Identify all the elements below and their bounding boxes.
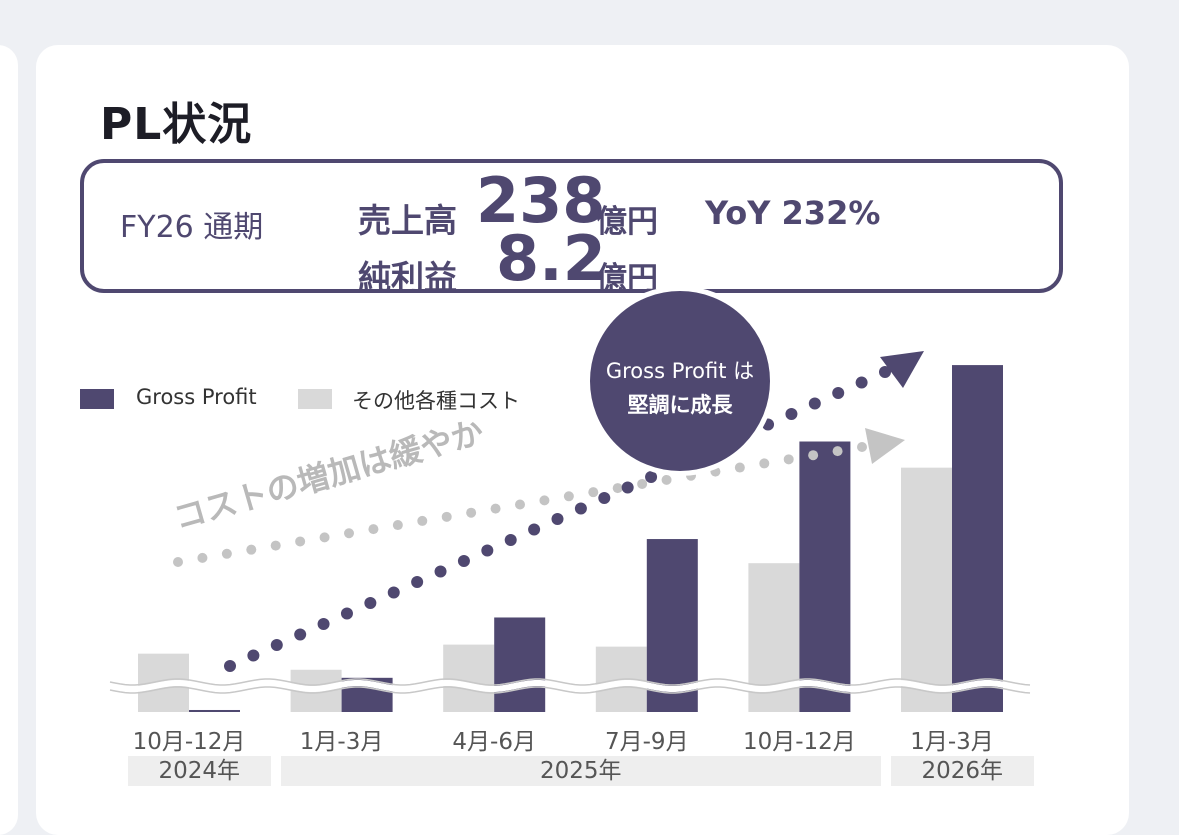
gross-profit-trend-dot xyxy=(411,576,424,588)
gross-profit-trend-dot xyxy=(364,597,377,609)
bar-other-costs xyxy=(901,467,952,712)
gross-profit-trend-dot xyxy=(224,660,236,672)
year-group-label: 2024年 xyxy=(128,756,271,786)
cost-trend-dot xyxy=(661,474,672,485)
cost-trend-dot xyxy=(490,503,501,514)
cost-trend-dot xyxy=(783,454,794,465)
gross-profit-trend-dot xyxy=(808,397,821,410)
gross-profit-trend-dot xyxy=(481,544,494,557)
summary-box xyxy=(80,159,1063,293)
cost-trend-dot xyxy=(857,442,867,452)
net-income-label: 純利益 xyxy=(358,258,457,297)
cost-trend-dot xyxy=(295,536,306,547)
axis-break-edge-top xyxy=(109,678,1031,686)
gross-profit-trend-dot xyxy=(855,376,868,389)
bar-chart xyxy=(109,351,1031,712)
cost-trend-dot xyxy=(734,462,745,473)
bar-gross-profit xyxy=(799,441,851,712)
x-tick-label: 1月-3月 xyxy=(910,729,994,755)
axis-break-edge-bottom xyxy=(109,686,1031,694)
cost-trend-dot xyxy=(563,491,574,502)
cost-trend-dot xyxy=(270,540,281,551)
gross-profit-trend-dot xyxy=(504,534,517,546)
bar-gross-profit xyxy=(952,365,1003,712)
cost-trend-dot xyxy=(808,450,819,461)
axis-break xyxy=(109,680,1031,692)
cost-trend-dot xyxy=(515,499,525,510)
cost-trend-dot xyxy=(637,478,648,489)
cost-trend-dot xyxy=(246,544,257,555)
gross-profit-trend-dot xyxy=(340,607,353,620)
cost-trend-dot xyxy=(759,458,770,469)
cost-trend-dot xyxy=(368,524,379,535)
cost-trend-dot xyxy=(539,495,550,506)
gross-profit-trend-dot xyxy=(317,618,330,630)
bar-gross-profit xyxy=(189,709,240,712)
legend-label-gross-profit: Gross Profit xyxy=(136,385,257,409)
x-tick-label: 10月-12月 xyxy=(742,729,856,755)
gross-profit-trend-dot xyxy=(832,387,845,399)
cost-trend-dot xyxy=(588,487,599,498)
cost-trend-dot xyxy=(173,557,183,567)
gross-profit-trend-dot xyxy=(879,366,891,378)
cost-trend-arrowhead xyxy=(865,428,905,464)
x-tick-label: 7月-9月 xyxy=(605,729,689,755)
gross-profit-trend-dot xyxy=(621,481,634,494)
callout-line-2: 堅調に成長 xyxy=(627,393,733,417)
bar-gross-profit xyxy=(494,617,546,712)
cost-trend-dot xyxy=(319,532,330,543)
gross-profit-trend-dot xyxy=(528,523,541,536)
cost-trend-dot xyxy=(441,511,452,522)
year-group-label: 2025年 xyxy=(280,756,881,786)
revenue-unit: 億円 xyxy=(596,204,658,240)
x-tick-label: 4月-6月 xyxy=(452,729,536,755)
period-label: FY26 通期 xyxy=(120,210,264,245)
adjacent-card xyxy=(0,45,18,835)
callout-line-1: Gross Profit は xyxy=(605,359,755,383)
legend-label-other-costs: その他各種コスト xyxy=(352,389,520,413)
x-tick-label: 1月-3月 xyxy=(299,729,384,755)
cost-trend-dot xyxy=(832,446,843,457)
x-tick-label: 10月-12月 xyxy=(132,729,246,755)
revenue-label: 売上高 xyxy=(358,201,457,240)
cost-trend-dot xyxy=(417,515,428,526)
gross-profit-trend-dot xyxy=(270,639,283,651)
bar-other-costs xyxy=(443,644,495,712)
cost-trend-dot xyxy=(197,552,208,563)
gross-profit-trend-dot xyxy=(645,471,658,483)
gross-profit-trend-arrowhead xyxy=(880,351,924,388)
yoy-value: YoY 232% xyxy=(705,194,881,232)
cost-trend-dot xyxy=(466,507,477,518)
gross-profit-trend-dot xyxy=(434,565,447,578)
legend-swatch-other-costs xyxy=(298,389,332,409)
legend-swatch-gross-profit xyxy=(80,389,114,409)
gross-profit-trend-dot xyxy=(457,555,470,567)
gross-profit-trend-dot xyxy=(387,586,400,599)
gross-profit-trend-dot xyxy=(551,513,564,525)
cost-trend-dot xyxy=(221,548,232,559)
year-group-label: 2026年 xyxy=(891,756,1034,786)
gross-profit-trend-dot xyxy=(247,649,260,662)
revenue-value: 238 xyxy=(476,164,606,237)
gross-profit-trend-dot xyxy=(294,628,307,641)
cost-trend-dot xyxy=(612,483,623,494)
cost-trend-dot xyxy=(344,528,354,539)
gross-profit-trend-dot xyxy=(785,408,798,420)
gross-profit-trend-dot xyxy=(574,502,587,515)
cost-trend-dot xyxy=(392,520,403,531)
gross-profit-trend-dot xyxy=(598,492,611,504)
gross-profit-callout: Gross Profit は 堅調に成長 xyxy=(585,286,775,476)
page-title: PL状況 xyxy=(100,99,253,150)
net-income-value: 8.2 xyxy=(496,222,606,295)
